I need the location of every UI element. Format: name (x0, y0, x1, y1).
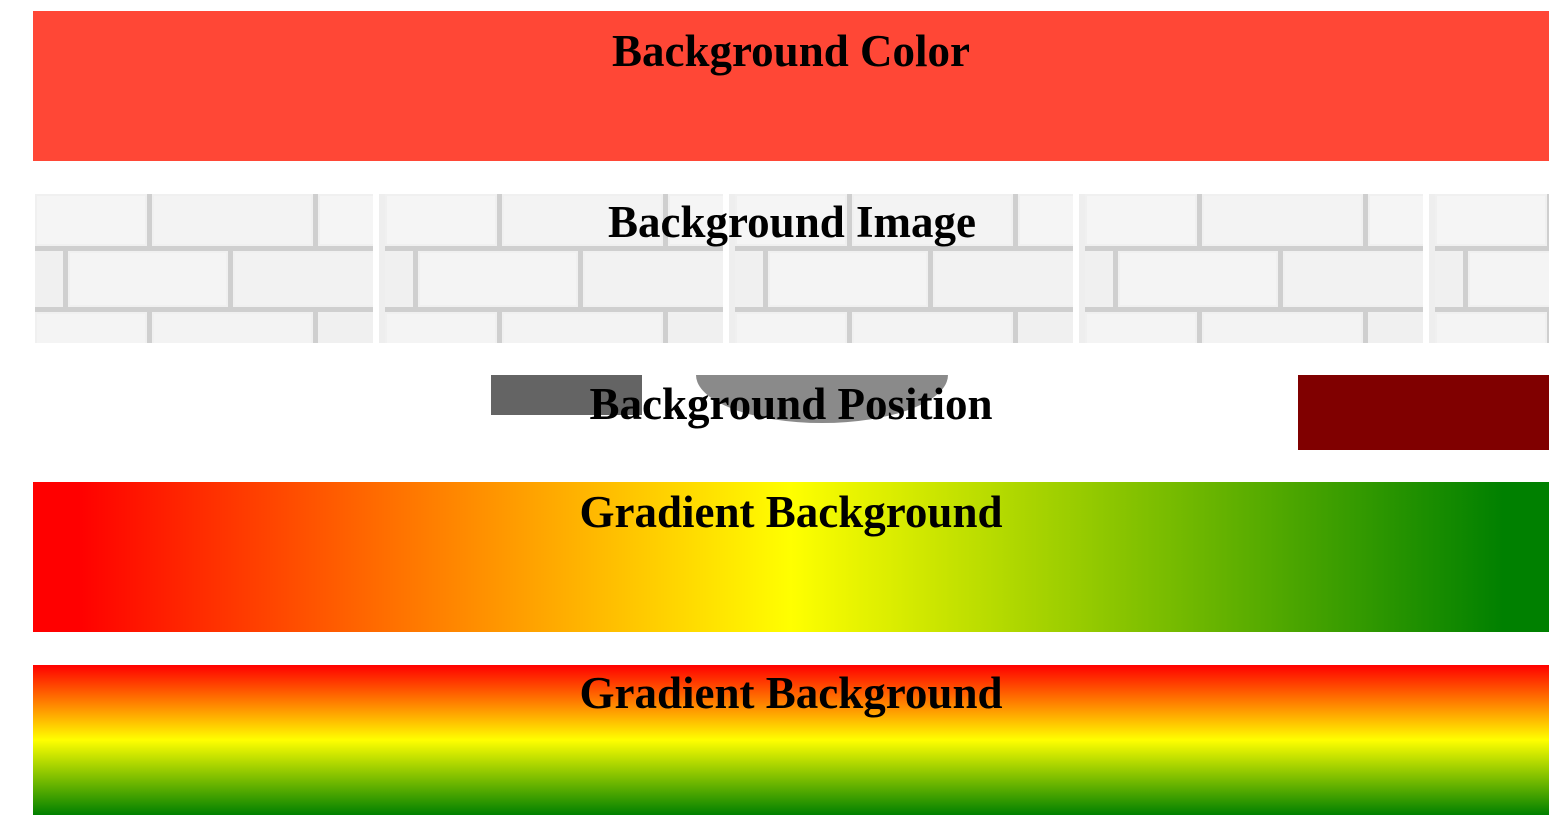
brick-tile (735, 194, 1079, 343)
dark-red-rectangle-shape (1298, 375, 1549, 450)
background-image-heading: Background Image (608, 197, 976, 247)
horizontal-gradient-box: Gradient Background (33, 482, 1549, 632)
vertical-gradient-box: Gradient Background (33, 665, 1549, 815)
gray-rectangle-shape (491, 375, 642, 415)
background-color-heading: Background Color (612, 26, 970, 76)
background-color-box: Background Color (33, 11, 1549, 161)
vertical-gradient-heading: Gradient Background (579, 668, 1003, 718)
horizontal-gradient-heading: Gradient Background (579, 487, 1003, 537)
brick-tile (1085, 194, 1429, 343)
brick-tile (35, 194, 379, 343)
brick-tile (1435, 194, 1549, 343)
background-position-heading: Background Position (589, 379, 993, 429)
brick-tile (385, 194, 729, 343)
background-image-box: Background Image (35, 194, 1549, 343)
background-position-box: Background Position (33, 374, 1549, 452)
